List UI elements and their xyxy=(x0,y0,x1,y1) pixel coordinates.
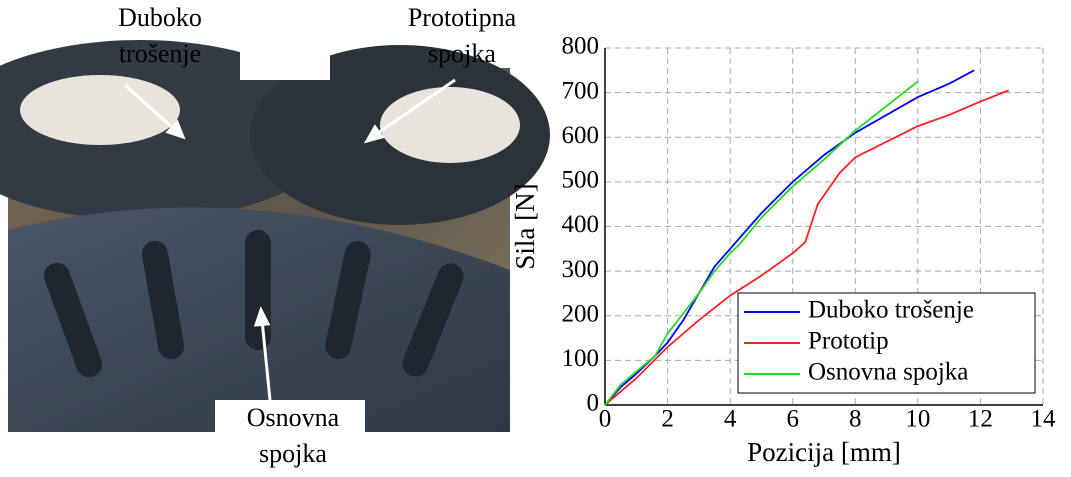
y-tick-label: 0 xyxy=(587,390,600,417)
series-line xyxy=(604,80,919,406)
photo-label: Osnovna xyxy=(247,403,340,432)
x-tick-label: 2 xyxy=(661,406,674,433)
photo-label: spojka xyxy=(428,39,496,68)
plate-hole xyxy=(380,87,520,163)
x-axis-label: Pozicija [mm] xyxy=(747,437,901,467)
plate-slots xyxy=(43,230,464,378)
label-backdrop xyxy=(240,40,330,80)
y-tick-label: 500 xyxy=(562,167,600,194)
legend-label: Duboko trošenje xyxy=(808,297,974,324)
x-tick-label: 4 xyxy=(724,406,737,433)
x-tick-label: 6 xyxy=(786,406,799,433)
series-line xyxy=(604,89,1009,406)
photo-label: Duboko xyxy=(118,3,202,32)
photo xyxy=(0,40,550,472)
x-tick-label: 12 xyxy=(968,406,993,433)
label-backdrop xyxy=(215,400,365,472)
legend-label: Prototip xyxy=(808,328,889,355)
y-tick-label: 300 xyxy=(562,256,600,283)
y-tick-label: 200 xyxy=(562,300,600,327)
y-tick-label: 800 xyxy=(562,33,600,60)
photo-label: trošenje xyxy=(119,39,201,68)
x-tick-label: 10 xyxy=(905,406,930,433)
x-tick-label: 0 xyxy=(599,406,612,433)
legend-label: Osnovna spojka xyxy=(808,359,968,386)
plate-hole xyxy=(20,75,180,145)
x-tick-label: 8 xyxy=(849,406,862,433)
y-tick-label: 100 xyxy=(562,345,600,372)
x-tick-label: 14 xyxy=(1031,406,1057,433)
arrows xyxy=(123,78,456,401)
y-axis-label: Sila [N] xyxy=(510,183,540,269)
y-tick-label: 600 xyxy=(562,122,600,149)
photo-label: spojka xyxy=(259,439,327,468)
y-tick-label: 700 xyxy=(562,77,600,104)
y-tick-label: 400 xyxy=(562,211,600,238)
photo-label: Prototipna xyxy=(408,3,517,32)
